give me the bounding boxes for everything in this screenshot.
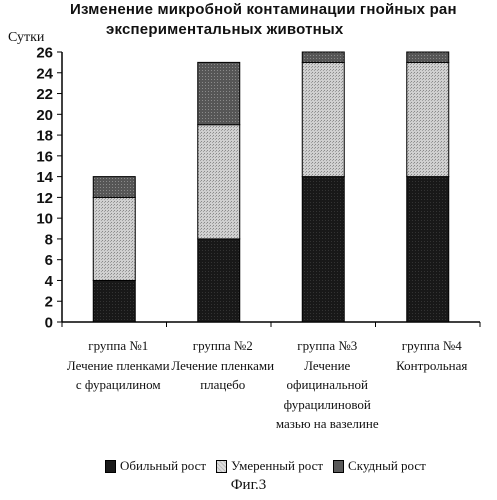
y-tick-label: 24 bbox=[36, 65, 53, 82]
category-label-line: фурацилиновой bbox=[267, 395, 387, 415]
y-tick-label: 10 bbox=[36, 211, 53, 228]
bar-segment-heavy bbox=[93, 280, 135, 322]
category-label: группа №1Лечение пленкамис фурацилином bbox=[58, 336, 178, 395]
bar-segment-moderate bbox=[198, 125, 240, 239]
legend-label-moderate: Умеренный рост bbox=[231, 458, 323, 474]
y-tick-label: 12 bbox=[36, 190, 53, 207]
bar-segment-moderate bbox=[93, 197, 135, 280]
category-label-line: Лечение пленками bbox=[58, 356, 178, 376]
y-tick-label: 26 bbox=[36, 45, 53, 62]
y-tick-label: 2 bbox=[45, 294, 53, 311]
bar-segment-heavy bbox=[407, 177, 449, 322]
y-tick-label: 4 bbox=[45, 273, 54, 290]
bar-segment-scant bbox=[407, 52, 449, 62]
y-tick-label: 18 bbox=[36, 128, 53, 145]
bar-segment-scant bbox=[198, 62, 240, 124]
category-label: группа №2Лечение пленкамиплацебо bbox=[163, 336, 283, 395]
bar-segment-moderate bbox=[407, 62, 449, 176]
category-label-line: группа №3 bbox=[267, 336, 387, 356]
legend-label-heavy: Обильный рост bbox=[120, 458, 206, 474]
legend: Обильный рост Умеренный рост Скудный рос… bbox=[105, 458, 426, 474]
y-tick-label: 6 bbox=[45, 252, 53, 269]
category-label-line: группа №1 bbox=[58, 336, 178, 356]
bar-segment-heavy bbox=[198, 239, 240, 322]
category-label: группа №3Лечениеофицинальнойфурацилиново… bbox=[267, 336, 387, 434]
category-label-line: группа №2 bbox=[163, 336, 283, 356]
y-tick-label: 14 bbox=[36, 169, 53, 186]
legend-swatch-moderate bbox=[216, 460, 227, 473]
category-label: группа №4Контрольная bbox=[372, 336, 492, 375]
y-tick-label: 20 bbox=[36, 107, 53, 124]
category-label-line: с фурацилином bbox=[58, 375, 178, 395]
bar-segment-moderate bbox=[302, 62, 344, 176]
bar-segment-scant bbox=[302, 52, 344, 62]
legend-label-scant: Скудный рост bbox=[348, 458, 426, 474]
category-label-line: Контрольная bbox=[372, 356, 492, 376]
bar-segment-heavy bbox=[302, 177, 344, 322]
legend-swatch-scant bbox=[333, 460, 344, 473]
legend-swatch-heavy bbox=[105, 460, 116, 473]
category-label-line: Лечение bbox=[267, 356, 387, 376]
y-tick-label: 16 bbox=[36, 148, 53, 165]
y-tick-label: 8 bbox=[45, 231, 53, 248]
category-label-line: Лечение пленками bbox=[163, 356, 283, 376]
y-tick-label: 0 bbox=[45, 315, 53, 332]
category-label-line: группа №4 bbox=[372, 336, 492, 356]
y-tick-label: 22 bbox=[36, 86, 53, 103]
category-label-line: официнальной bbox=[267, 375, 387, 395]
category-label-line: плацебо bbox=[163, 375, 283, 395]
category-label-line: мазью на вазелине bbox=[267, 414, 387, 434]
bar-segment-scant bbox=[93, 177, 135, 198]
figure-caption: Фиг.3 bbox=[0, 477, 497, 494]
